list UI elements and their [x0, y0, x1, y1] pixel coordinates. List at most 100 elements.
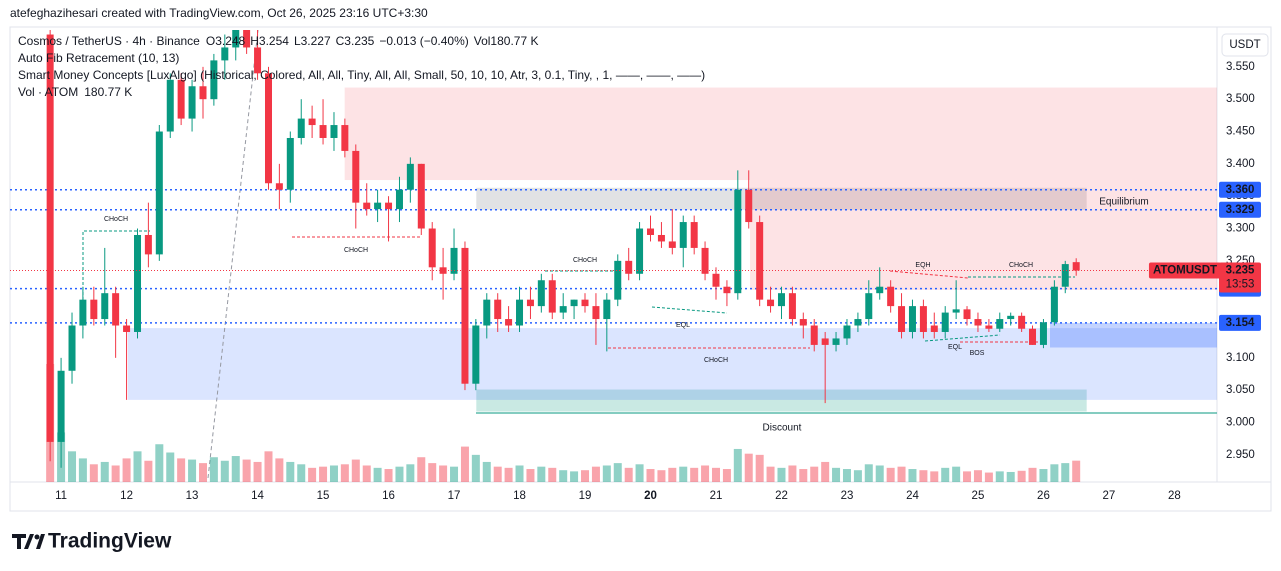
volume-bar: [482, 461, 491, 482]
legend-symbol: Cosmos / TetherUS · 4h · Binance: [18, 34, 200, 48]
candle-body: [406, 163, 414, 190]
volume-bar: [493, 466, 502, 482]
candle-body: [1039, 322, 1047, 345]
candle-body: [526, 299, 534, 307]
candle-body: [123, 325, 131, 332]
volume-bar: [231, 456, 240, 482]
volume-bar: [89, 464, 98, 482]
volume-bar: [984, 472, 993, 482]
candle-body: [188, 86, 196, 119]
volume-bar: [308, 467, 317, 482]
annotation: EQH: [915, 262, 930, 269]
volume-bar: [908, 469, 917, 482]
volume-bar: [275, 458, 284, 482]
candle-body: [221, 47, 229, 61]
volume-bar: [1006, 471, 1015, 482]
candle-body: [90, 299, 98, 320]
volume-bar: [351, 459, 360, 482]
candle-body: [647, 228, 655, 235]
candle-body: [1072, 262, 1080, 271]
x-tick-label: 21: [710, 490, 723, 502]
candle-body: [319, 125, 327, 138]
header: atefeghazihesari created with TradingVie…: [10, 6, 428, 20]
candle-body: [1050, 286, 1058, 323]
candle-body: [745, 189, 753, 223]
volume-bar: [537, 466, 546, 482]
candle-body: [68, 325, 76, 371]
candle-body: [516, 299, 524, 326]
structure-line: [651, 306, 728, 314]
volume-bar: [799, 469, 808, 482]
candle-body: [395, 189, 403, 210]
fib-line: [207, 30, 259, 479]
volume-bar: [417, 457, 426, 482]
volume-bar: [362, 465, 371, 482]
candle-body: [908, 306, 916, 332]
structure-line: [924, 334, 1001, 342]
candle-body: [701, 247, 709, 274]
candle-body: [592, 306, 600, 320]
legend-change: −0.013 (−0.40%): [379, 34, 468, 48]
volume-bar: [864, 464, 873, 482]
volume-bar: [286, 461, 295, 482]
candle-body: [799, 319, 807, 326]
y-tick-label: 3.050: [1226, 384, 1255, 396]
x-tick-label: 28: [1168, 490, 1181, 502]
volume-bar: [842, 469, 851, 482]
currency-button[interactable]: [1221, 33, 1269, 57]
volume-bar: [111, 465, 120, 482]
volume-bar: [155, 444, 164, 482]
candle-body: [788, 293, 796, 320]
zone: [750, 180, 1217, 290]
volume-bar: [810, 466, 819, 482]
volume-bar: [646, 469, 655, 482]
annotation: EQL: [948, 344, 962, 351]
brand: TradingView: [48, 530, 172, 553]
volume-bar: [941, 467, 950, 482]
volume-bar: [766, 466, 775, 482]
volume-bar: [548, 467, 557, 482]
candle-body: [941, 312, 949, 332]
volume-bar: [100, 461, 109, 482]
x-tick-label: 13: [186, 490, 199, 502]
volume-bar: [526, 469, 535, 482]
candle-body: [166, 79, 174, 132]
volume-bar: [1039, 469, 1048, 482]
candle-body: [57, 370, 65, 442]
candle-body: [930, 325, 938, 332]
candle-body: [1061, 264, 1069, 287]
candle-body: [1018, 315, 1026, 329]
volume-bar: [78, 458, 87, 482]
zone: [476, 187, 1087, 210]
x-tick-label: 25: [972, 490, 985, 502]
candle-body: [734, 189, 742, 294]
candle-body: [581, 299, 589, 307]
candle-body: [963, 309, 971, 320]
candle-body: [559, 306, 567, 313]
volume-bar: [733, 448, 742, 482]
volume-bar: [886, 467, 895, 482]
frame: [9, 26, 1272, 512]
volume-bar: [188, 459, 197, 482]
volume-bar: [329, 465, 338, 482]
candle-body: [210, 60, 218, 100]
candle-body: [232, 30, 240, 48]
volume-bar: [264, 451, 273, 482]
volume-bar: [777, 467, 786, 482]
volume-bar: [220, 460, 229, 482]
candle-body: [461, 247, 469, 384]
candle-body: [472, 325, 480, 384]
candle-body: [876, 286, 884, 294]
annotation: EQL: [676, 322, 690, 329]
volume-bar: [504, 467, 513, 482]
legend-ohlc: H3.254: [250, 34, 289, 48]
level-tag: [1219, 181, 1261, 198]
candle-body: [46, 34, 54, 442]
volume-bar: [133, 451, 142, 482]
volume-bar: [711, 467, 720, 482]
candle-body: [79, 299, 87, 326]
volume-bar: [253, 461, 262, 482]
volume-bar: [471, 454, 480, 482]
annotation: CHoCH: [1009, 262, 1033, 269]
